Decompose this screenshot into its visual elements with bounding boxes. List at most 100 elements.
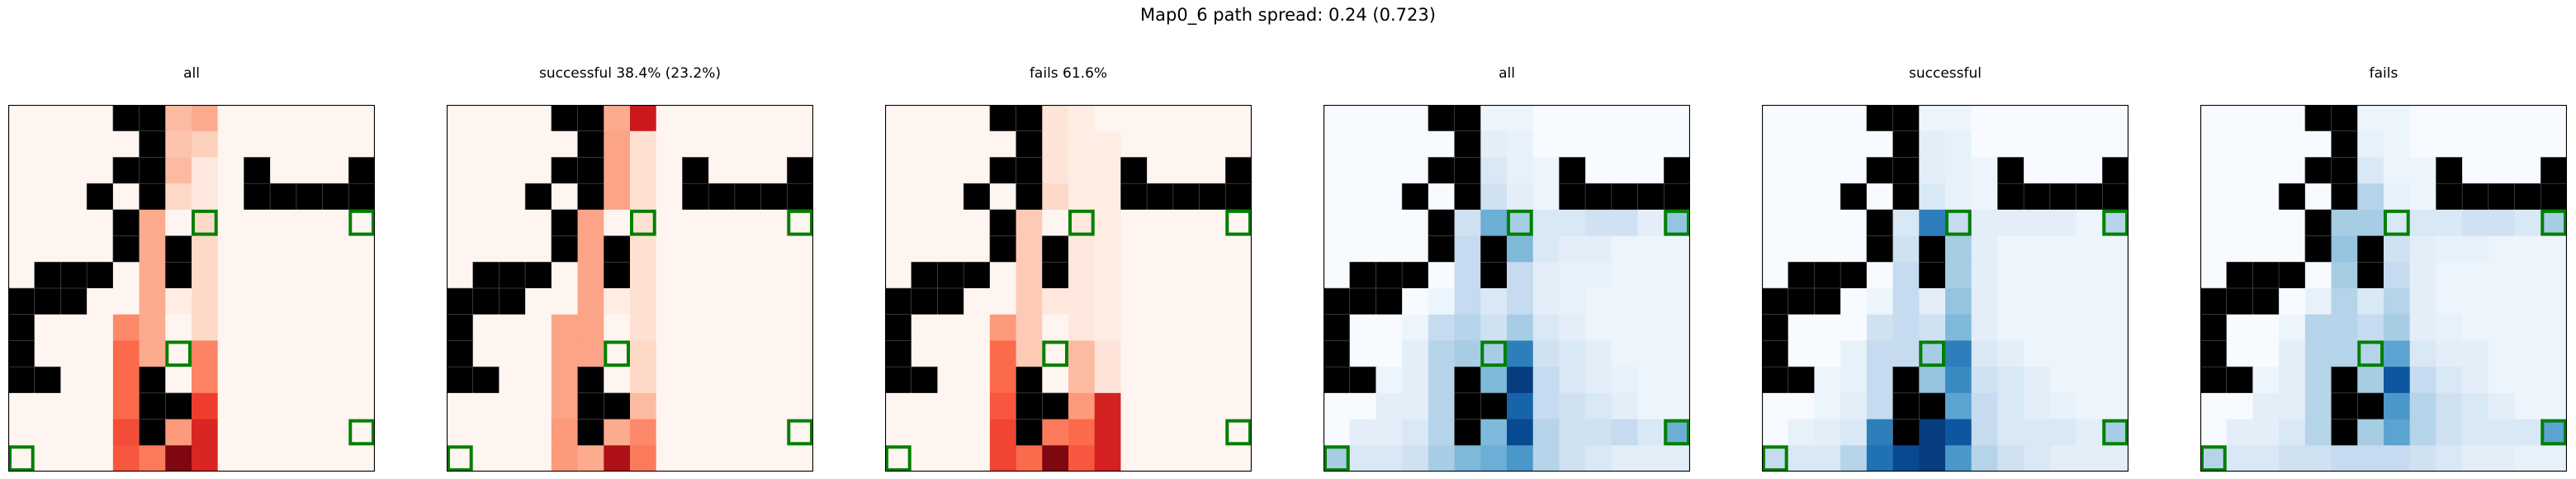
heat-cell xyxy=(2462,392,2489,420)
heat-cell xyxy=(2049,419,2077,446)
heat-cell xyxy=(270,392,297,420)
heat-cell xyxy=(1866,183,1894,211)
goal-marker xyxy=(2102,419,2129,446)
heat-cell xyxy=(2252,314,2280,342)
heat-cell xyxy=(165,445,192,472)
heat-cell xyxy=(1225,314,1252,342)
heat-cell xyxy=(1892,235,1920,263)
heat-cell xyxy=(911,183,939,211)
heat-cell xyxy=(551,288,579,315)
heat-cell xyxy=(964,419,991,446)
heat-cell xyxy=(604,288,631,315)
wall-cell xyxy=(1016,366,1044,394)
heat-cell xyxy=(296,288,324,315)
heat-cell xyxy=(1199,235,1226,263)
heat-cell xyxy=(1664,262,1690,289)
wall-cell xyxy=(1892,105,1920,132)
heat-cell xyxy=(1349,392,1377,420)
heat-cell xyxy=(2409,130,2437,159)
heat-cell xyxy=(551,262,579,289)
heat-cell xyxy=(1402,157,1429,184)
wall-cell xyxy=(1480,392,1508,420)
heat-cell xyxy=(708,157,736,184)
heat-cell xyxy=(937,235,964,263)
heat-cell xyxy=(2488,288,2516,315)
wall-cell xyxy=(1349,366,1377,394)
heat-cell xyxy=(217,105,245,132)
heat-cell xyxy=(1507,288,1534,315)
heat-cell xyxy=(34,157,62,184)
heat-cell xyxy=(499,235,526,263)
heat-cell xyxy=(937,105,964,132)
heat-cell xyxy=(2102,419,2129,446)
wall-cell xyxy=(8,314,36,342)
heat-cell xyxy=(2049,392,2077,420)
heat-cell xyxy=(244,367,271,394)
heat-cell xyxy=(1172,340,1200,368)
heat-cell xyxy=(1762,235,1789,263)
heat-cell xyxy=(472,235,500,263)
heat-cell xyxy=(1068,262,1096,289)
heat-cell xyxy=(34,235,62,263)
heat-cell xyxy=(2076,419,2103,446)
heat-cell xyxy=(1480,183,1508,211)
heat-cell xyxy=(2436,130,2463,159)
goal-marker xyxy=(348,419,375,446)
heat-cell xyxy=(1199,367,1226,394)
heat-cell xyxy=(1611,157,1639,184)
heat-cell xyxy=(2331,314,2358,342)
heat-cell xyxy=(682,367,709,394)
heat-cell xyxy=(885,183,912,211)
heat-cell xyxy=(1094,445,1122,472)
heat-cell xyxy=(322,392,349,420)
heatmap-panel-6: fails xyxy=(2200,64,2567,472)
heat-cell xyxy=(1840,445,1868,472)
heat-cell xyxy=(1120,288,1148,315)
heat-cell xyxy=(682,288,709,315)
heat-cell xyxy=(1199,392,1226,420)
heat-cell xyxy=(1971,130,1999,159)
heat-cell xyxy=(322,157,349,184)
heat-cell xyxy=(2514,235,2541,263)
goal-marker xyxy=(885,445,912,472)
goal-marker xyxy=(2102,209,2129,236)
heat-cell xyxy=(2252,419,2280,446)
heat-cell xyxy=(192,288,219,315)
heat-cell xyxy=(270,209,297,237)
heat-cell xyxy=(1762,183,1789,211)
heat-cell xyxy=(2076,288,2103,315)
heat-cell xyxy=(656,262,684,289)
heatmap-grid xyxy=(8,105,375,472)
heat-cell xyxy=(1094,288,1122,315)
heat-cell xyxy=(760,130,788,159)
heat-cell xyxy=(2488,157,2516,184)
heat-cell xyxy=(34,445,62,472)
heat-cell xyxy=(217,367,245,394)
heat-cell xyxy=(2049,262,2077,289)
heat-cell xyxy=(2102,262,2129,289)
heat-cell xyxy=(1225,105,1252,132)
wall-cell xyxy=(1324,366,1351,394)
wall-cell xyxy=(1016,130,1044,159)
heat-cell xyxy=(1016,340,1043,368)
heat-cell xyxy=(1507,419,1534,446)
heat-cell xyxy=(2102,314,2129,342)
heat-cell xyxy=(964,314,991,342)
heat-cell xyxy=(708,340,736,368)
heat-cell xyxy=(2488,130,2516,159)
goal-marker xyxy=(1225,209,1252,236)
heat-cell xyxy=(1788,235,1816,263)
wall-cell xyxy=(447,340,474,368)
heat-cell xyxy=(1068,130,1096,159)
heat-cell xyxy=(447,105,474,132)
heat-cell xyxy=(2409,367,2437,394)
heat-cell xyxy=(2226,157,2254,184)
heat-cell xyxy=(937,340,964,368)
wall-cell xyxy=(1918,261,1946,289)
heat-cell xyxy=(2049,367,2077,394)
heat-cell xyxy=(8,262,36,289)
heat-cell xyxy=(734,314,762,342)
heat-cell xyxy=(139,262,166,289)
heat-cell xyxy=(630,445,657,472)
heat-cell xyxy=(937,367,964,394)
